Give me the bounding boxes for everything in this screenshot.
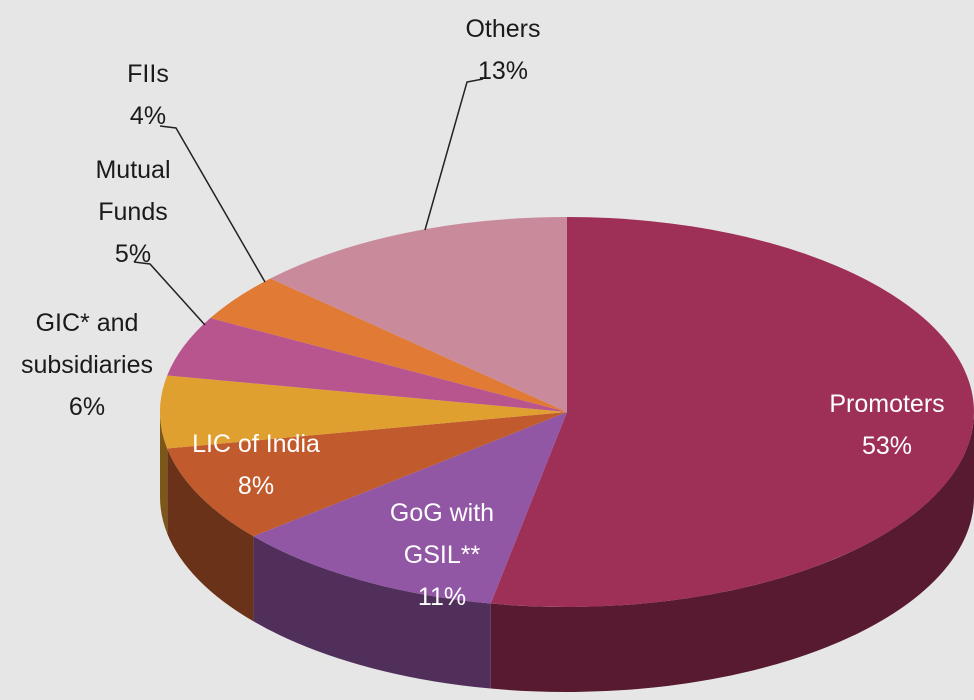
slice-side	[490, 412, 974, 693]
slice-value: 6%	[68, 393, 106, 421]
pie	[160, 217, 974, 693]
slice-name: Others	[465, 15, 541, 43]
slice	[210, 278, 567, 412]
slice-value: 8%	[237, 472, 275, 500]
slice-name: LIC of India	[192, 430, 320, 458]
slice	[167, 318, 567, 412]
slice-side	[167, 448, 254, 622]
slice	[253, 412, 567, 604]
slice-side	[160, 412, 168, 534]
slice	[490, 217, 974, 607]
slice-name: FIIs	[127, 60, 169, 88]
leader-line	[159, 125, 266, 283]
slice-value: 5%	[114, 240, 152, 268]
slice-label: FIIs 4%	[108, 53, 188, 137]
slice-name: Promoters	[829, 390, 945, 418]
slice-name: GIC* and subsidiaries	[20, 309, 153, 379]
slice-label: GoG with GSIL** 11%	[382, 492, 502, 618]
slice-label: Others 13%	[443, 8, 563, 92]
leader-line	[133, 261, 206, 326]
slice	[160, 375, 567, 449]
slice-side	[253, 536, 491, 689]
slice-value: 13%	[477, 57, 529, 85]
slice-value: 4%	[129, 102, 167, 130]
slice	[270, 217, 567, 412]
slice-label: GIC* and subsidiaries 6%	[12, 302, 162, 428]
slice-label: Promoters 53%	[787, 383, 974, 467]
slice-name: GoG with GSIL**	[389, 499, 495, 569]
slice-label: LIC of India 8%	[156, 423, 356, 507]
slice-value: 53%	[861, 432, 913, 460]
leader-line	[424, 78, 484, 231]
slice-name: Mutual Funds	[95, 156, 171, 226]
slice-label: Mutual Funds 5%	[78, 149, 188, 275]
slice	[167, 412, 567, 537]
slice-value: 11%	[417, 583, 467, 611]
